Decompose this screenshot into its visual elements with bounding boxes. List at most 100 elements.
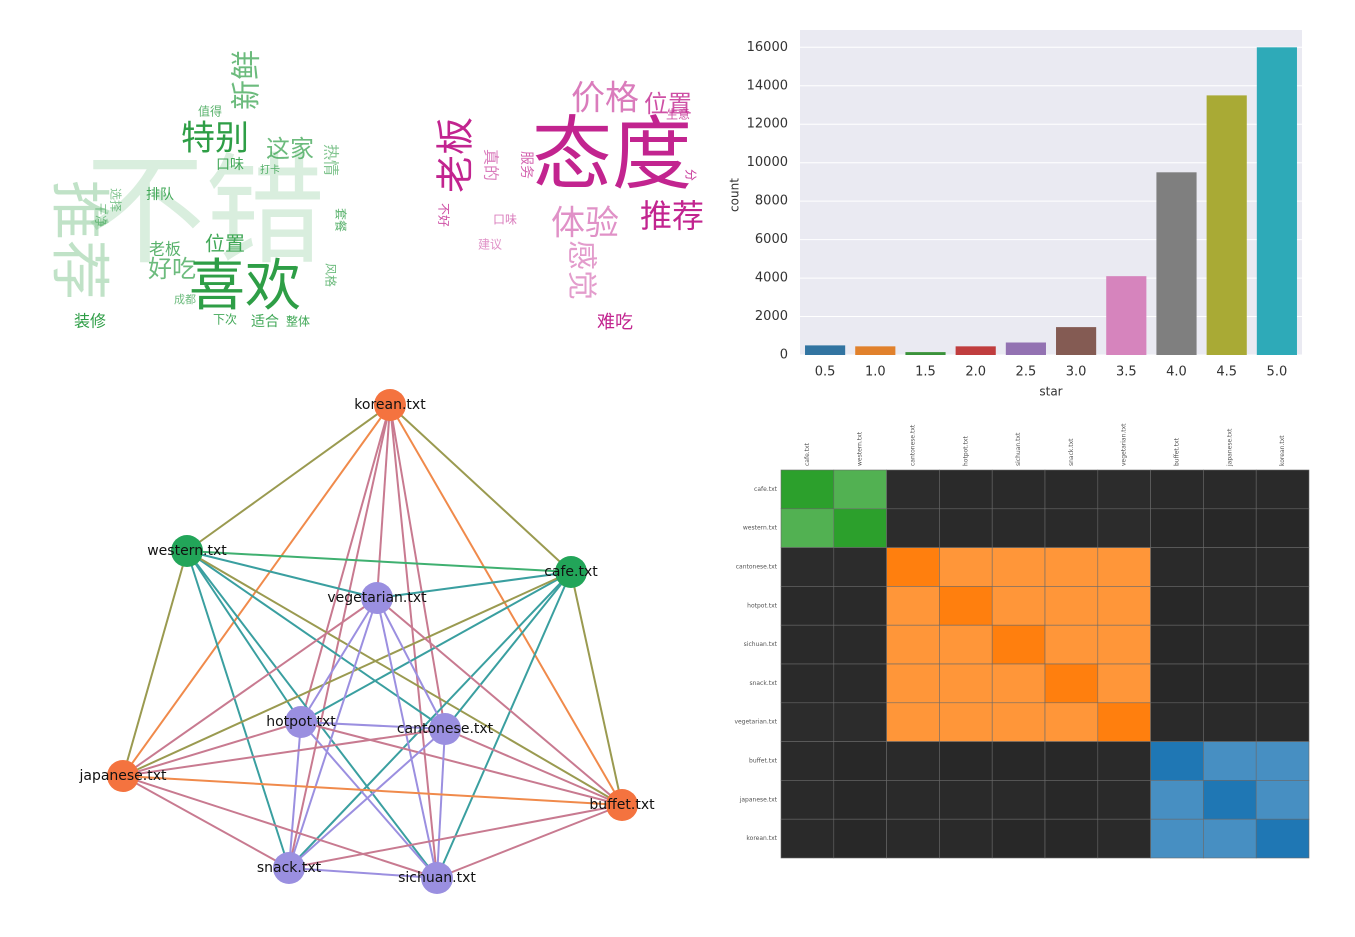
heatmap-cell <box>991 547 1046 587</box>
row-label: korean.txt <box>746 835 777 842</box>
heatmap-cell <box>991 818 1046 859</box>
heatmap-cell <box>991 702 1046 742</box>
heatmap-cell <box>1203 741 1257 781</box>
heatmap-cell <box>1203 586 1257 626</box>
edge <box>376 597 438 879</box>
edge <box>288 804 623 869</box>
heatmap-cell <box>780 663 835 704</box>
heatmap-cell <box>1044 741 1099 781</box>
row-label: western.txt <box>743 525 778 532</box>
y-tick-label: 12000 <box>747 117 788 132</box>
heatmap-cell <box>1044 508 1099 548</box>
edge <box>122 775 438 879</box>
y-tick-label: 4000 <box>755 271 788 286</box>
heatmap-cell <box>939 702 993 742</box>
word: 装修 <box>74 312 106 331</box>
word: 难吃 <box>597 312 633 333</box>
bar <box>1056 327 1097 355</box>
heatmap-cell <box>1097 741 1151 781</box>
word: 选择 <box>109 188 123 212</box>
word: 排队 <box>146 187 174 203</box>
bar <box>905 352 946 355</box>
node <box>361 582 393 614</box>
edge <box>186 550 290 869</box>
heatmap-cell <box>833 780 887 820</box>
heatmap-cell <box>939 741 993 781</box>
heatmap-cell <box>1097 663 1151 704</box>
heatmap-cell <box>1255 624 1310 665</box>
x-tick-label: 4.5 <box>1216 365 1237 380</box>
word: 口味 <box>216 157 244 173</box>
node <box>429 713 461 745</box>
heatmap-cell <box>939 624 993 665</box>
edge <box>122 775 290 869</box>
column-label: cafe.txt <box>804 442 811 466</box>
word: 位置 <box>205 232 245 256</box>
node <box>606 789 638 821</box>
word: 老板 <box>434 117 478 193</box>
heatmap-cell <box>939 508 993 548</box>
heatmap-cell <box>1203 469 1257 510</box>
bar <box>955 346 996 355</box>
heatmap-cell <box>939 547 993 587</box>
heatmap-cell <box>1044 624 1099 665</box>
edge <box>376 597 446 730</box>
edge <box>300 721 623 806</box>
edge <box>570 571 623 806</box>
edge <box>444 571 572 730</box>
edge <box>376 404 391 599</box>
heatmap-cell <box>1097 780 1151 820</box>
word: 风格 <box>324 263 339 287</box>
word: 整体 <box>286 314 310 329</box>
bar <box>855 346 896 355</box>
edge <box>376 571 572 599</box>
edge <box>186 550 378 599</box>
node <box>273 852 305 884</box>
column-label: cantonese.txt <box>910 424 917 466</box>
heatmap-cell <box>780 469 835 510</box>
heatmap-cell <box>1150 586 1204 626</box>
heatmap-cell <box>1044 663 1099 704</box>
heatmap-cell <box>1097 818 1151 859</box>
heatmap-cell <box>833 741 887 781</box>
x-tick-label: 1.0 <box>865 365 886 380</box>
y-tick-label: 8000 <box>755 194 788 209</box>
y-tick-label: 6000 <box>755 232 788 247</box>
heatmap-cell <box>1044 547 1099 587</box>
y-axis-label: count <box>728 178 742 212</box>
node <box>374 389 406 421</box>
word: 成都 <box>174 293 196 306</box>
heatmap-cell <box>1150 508 1204 548</box>
word: 老板 <box>149 240 181 259</box>
node-label: cantonese.txt <box>397 721 494 737</box>
bar <box>1106 276 1147 355</box>
heatmap-cell <box>1203 702 1257 742</box>
column-label: sichuan.txt <box>1015 432 1022 466</box>
edge <box>300 597 378 723</box>
word: 真的 <box>482 149 501 181</box>
row-label: cafe.txt <box>754 486 778 493</box>
heatmap-cell <box>886 586 940 626</box>
y-tick-label: 10000 <box>747 155 788 170</box>
heatmap-cell <box>886 818 940 859</box>
heatmap-cell <box>780 741 835 781</box>
word: 感觉 <box>564 240 599 300</box>
node <box>421 862 453 894</box>
node-label: cafe.txt <box>544 564 598 580</box>
column-label: hotpot.txt <box>962 436 969 466</box>
heatmap-cell <box>1044 586 1099 626</box>
node <box>107 760 139 792</box>
edge <box>389 404 446 730</box>
heatmap-cell <box>1044 818 1099 859</box>
heatmap-cell <box>833 508 887 548</box>
heatmap-cell <box>1255 702 1310 742</box>
column-label: vegetarian.txt <box>1121 423 1128 466</box>
heatmap-cell <box>1255 508 1310 548</box>
bar <box>1256 47 1297 356</box>
heatmap-cell <box>886 741 940 781</box>
edge <box>122 728 446 777</box>
heatmap-cell <box>991 663 1046 704</box>
edge <box>389 404 438 879</box>
node <box>285 706 317 738</box>
